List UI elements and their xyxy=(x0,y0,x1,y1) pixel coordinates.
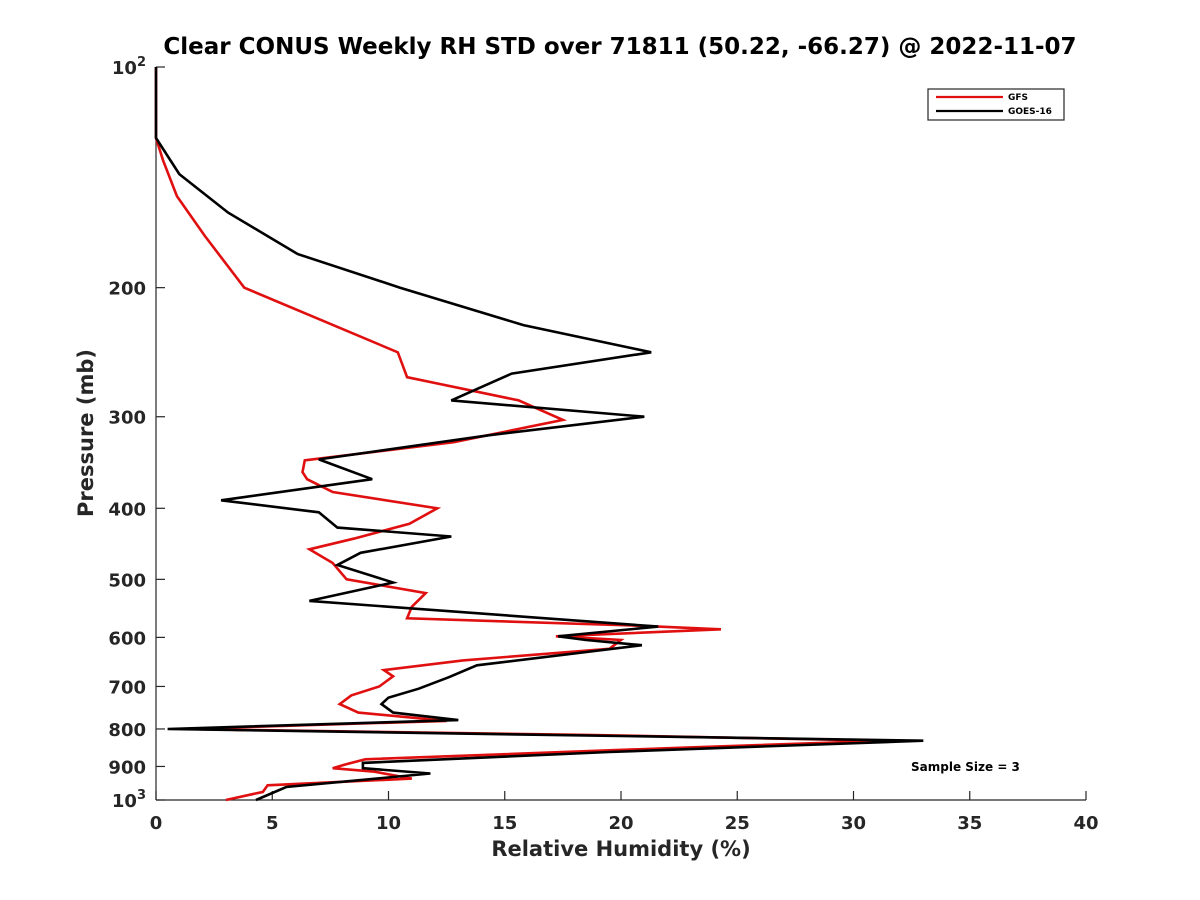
legend-label-goes16: GOES-16 xyxy=(1008,107,1052,117)
legend: GFS GOES-16 xyxy=(927,88,1065,121)
y-tick-label: 700 xyxy=(108,677,146,698)
series-line-gfs xyxy=(154,67,889,802)
legend-label-gfs: GFS xyxy=(1008,93,1028,103)
x-tick-label: 5 xyxy=(266,813,279,834)
plot-area xyxy=(155,67,1086,801)
x-tick-label: 15 xyxy=(492,813,517,834)
y-tick-label: 500 xyxy=(108,570,146,591)
series-lines xyxy=(154,67,924,802)
y-tick-label: 102 xyxy=(112,55,146,79)
y-tick-label: 200 xyxy=(108,279,146,300)
x-tick-label: 10 xyxy=(376,813,401,834)
x-tick-label: 30 xyxy=(841,813,866,834)
x-axis-label: Relative Humidity (%) xyxy=(491,837,750,861)
y-tick-label: 600 xyxy=(108,628,146,649)
y-axis-label: Pressure (mb) xyxy=(74,349,98,517)
series-line-goes16 xyxy=(154,67,924,802)
y-tick-label: 800 xyxy=(108,720,146,741)
x-tick-label: 0 xyxy=(150,813,163,834)
chart-title: Clear CONUS Weekly RH STD over 71811 (50… xyxy=(163,34,1076,60)
y-tick-label: 103 xyxy=(112,788,146,812)
x-tick-label: 35 xyxy=(957,813,982,834)
y-tick-label: 900 xyxy=(108,757,146,778)
x-axis-ticks: 0 5 10 15 20 25 30 35 40 xyxy=(150,791,1099,834)
x-tick-label: 25 xyxy=(725,813,750,834)
y-tick-label: 300 xyxy=(108,408,146,429)
y-tick-label: 400 xyxy=(108,499,146,520)
x-tick-label: 40 xyxy=(1073,813,1098,834)
y-axis-ticks: 102 200 300 400 500 600 700 800 900 103 xyxy=(108,55,165,812)
sample-size-annotation: Sample Size = 3 xyxy=(911,760,1020,774)
x-tick-label: 20 xyxy=(608,813,633,834)
legend-box xyxy=(927,88,1065,121)
